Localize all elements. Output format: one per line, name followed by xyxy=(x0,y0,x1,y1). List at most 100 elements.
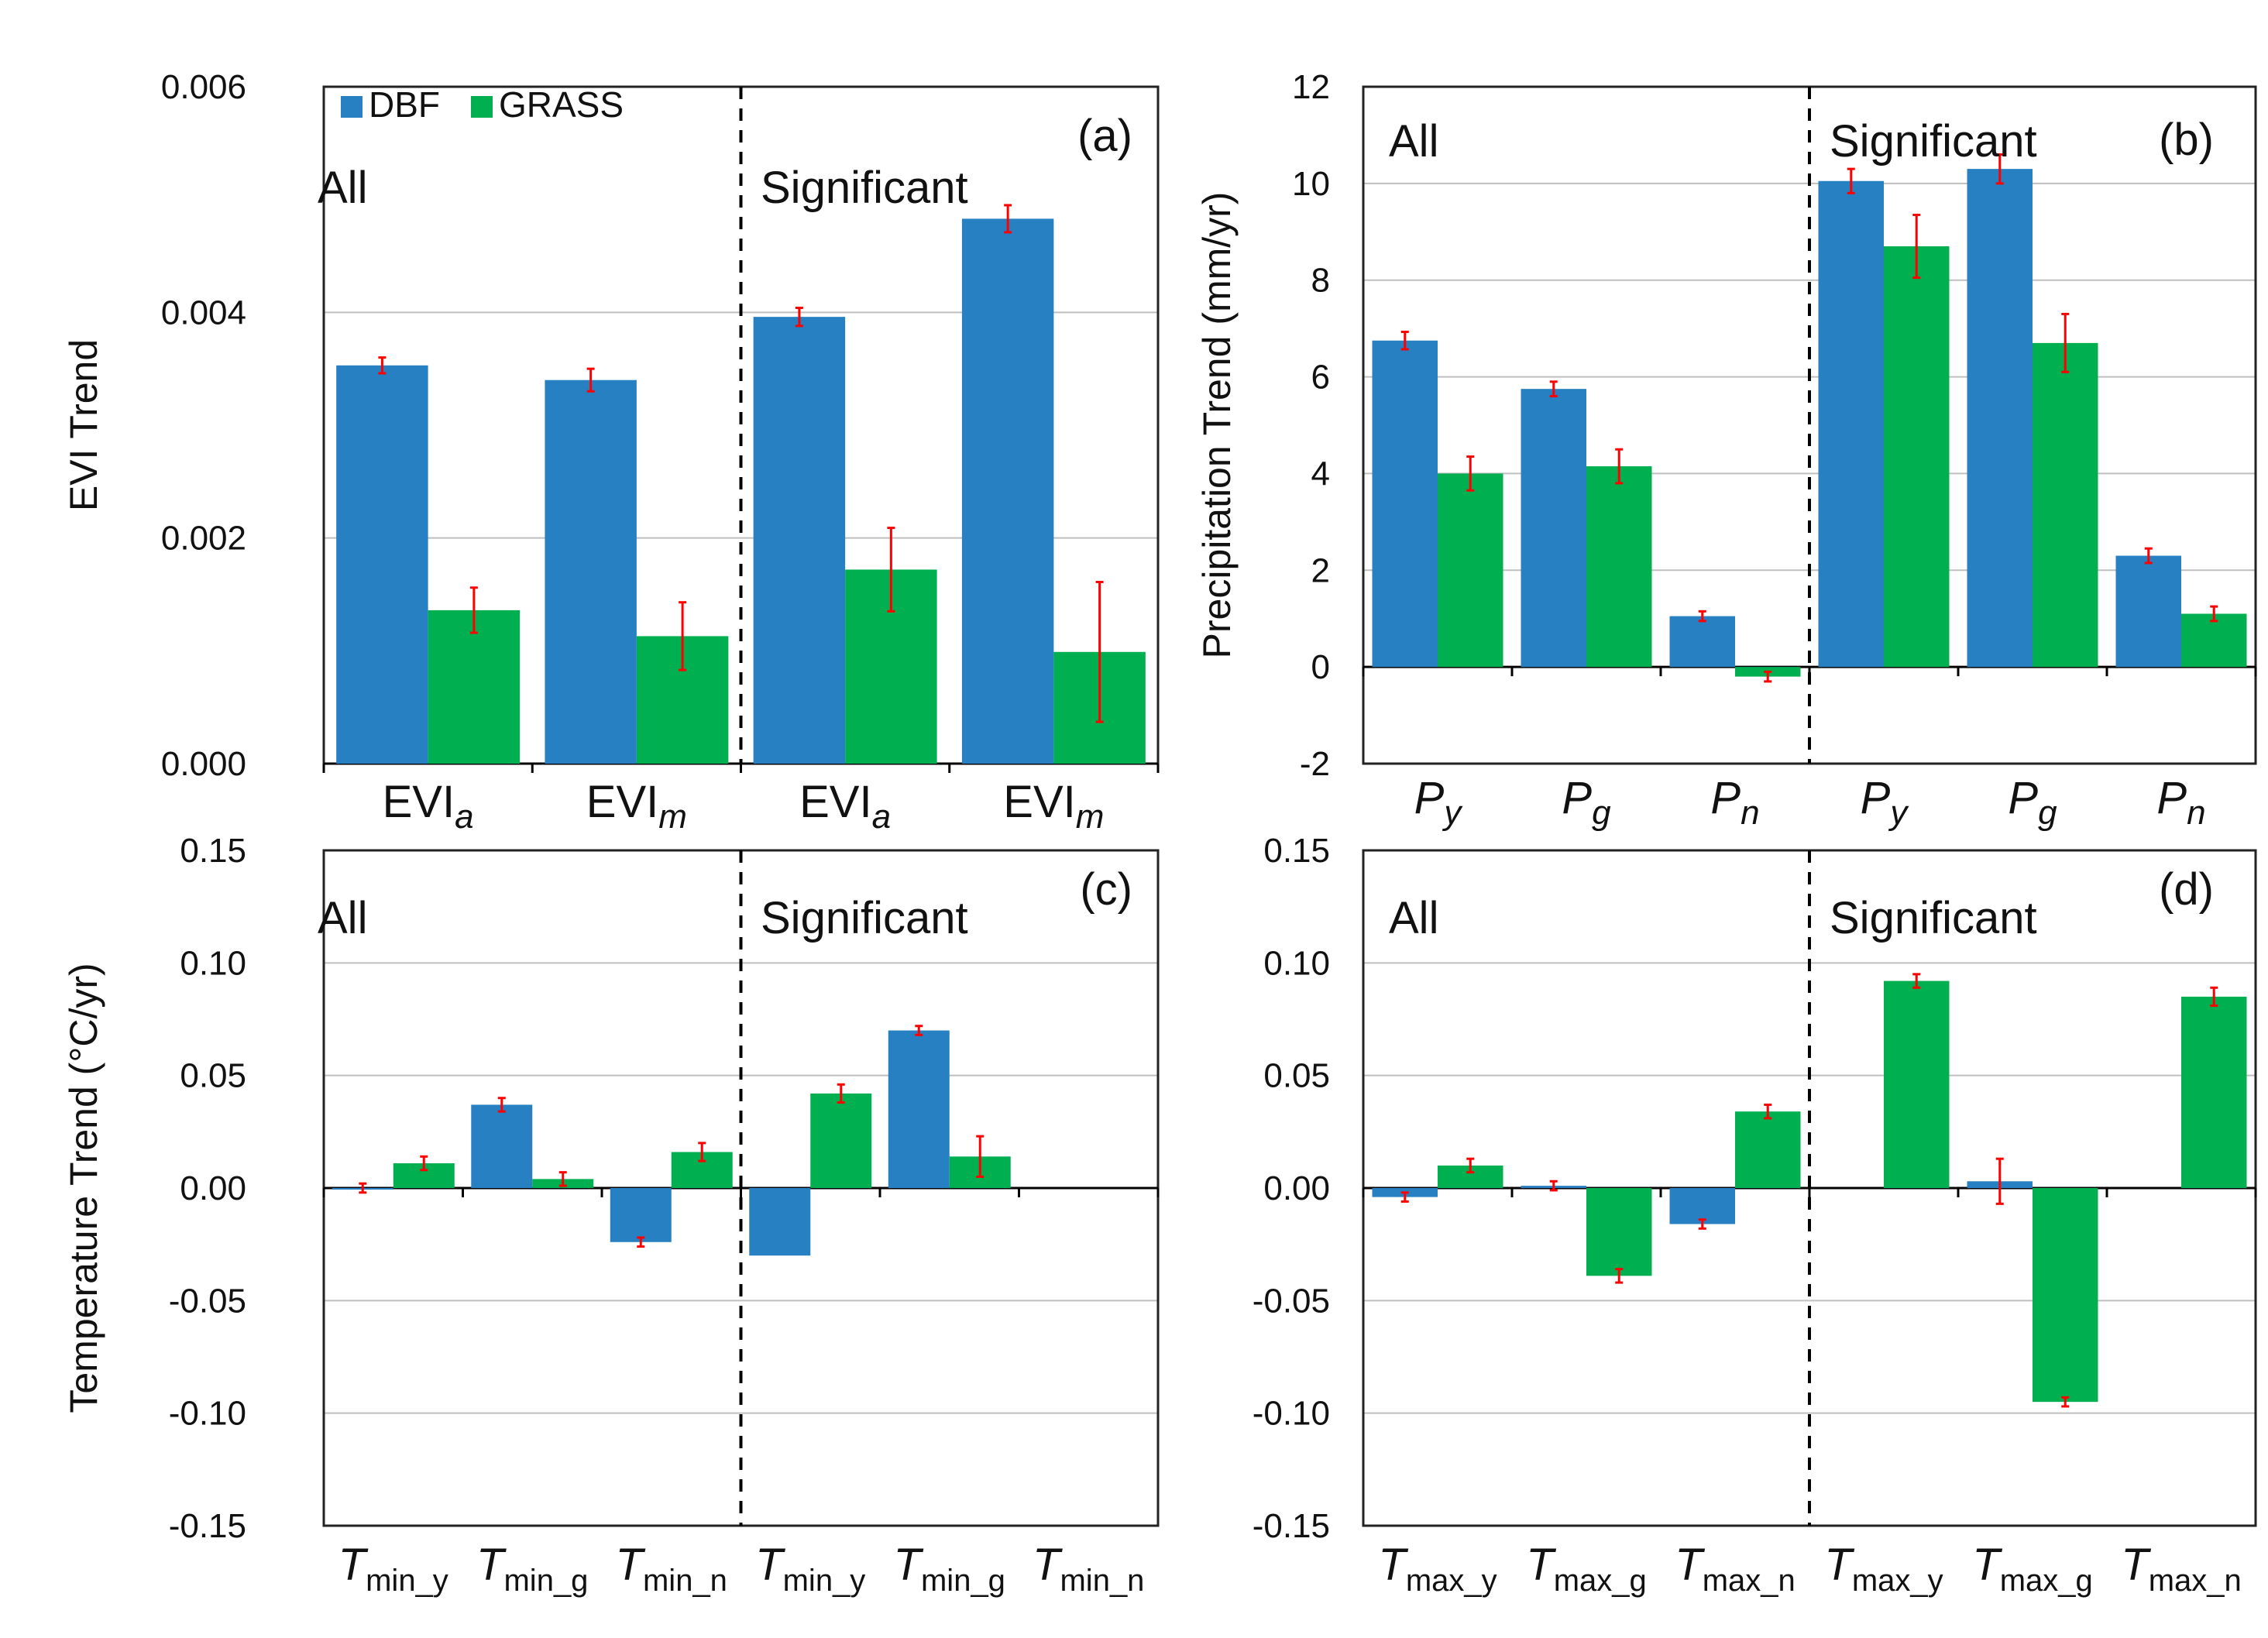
y-tick-label: 0.15 xyxy=(180,832,246,870)
y-tick-label: 0.006 xyxy=(161,68,246,106)
y-tick-label: 12 xyxy=(1292,68,1330,106)
y-tick-label: 10 xyxy=(1292,165,1330,203)
bar-grass xyxy=(1586,1188,1652,1276)
category-label: Tmax_g xyxy=(1526,1540,1647,1598)
bar-dbf xyxy=(1669,616,1735,668)
y-axis-label: Temperature Trend (°C/yr) xyxy=(62,963,105,1413)
group-label-all: All xyxy=(318,163,367,213)
y-tick-label: -0.05 xyxy=(169,1282,246,1320)
category-label: Tmin_g xyxy=(894,1540,1005,1598)
y-tick-label: 0.10 xyxy=(1263,944,1330,982)
category-label: Tmin_y xyxy=(338,1540,448,1598)
category-label: EVIm xyxy=(586,777,687,836)
y-tick-label: -0.05 xyxy=(1253,1282,1330,1320)
y-tick-label: 0.10 xyxy=(180,944,246,982)
panel-d: -0.15 -0.10 -0.05 0.00 0.05 0.10 0.15 Tmax_y Tma… xyxy=(1253,832,2257,1598)
y-tick-label: 0.05 xyxy=(1263,1057,1330,1095)
bar-grass xyxy=(2181,996,2247,1188)
y-tick-label: -0.10 xyxy=(169,1395,246,1433)
panel-tag: (d) xyxy=(2159,864,2214,915)
bar-grass xyxy=(2181,613,2247,668)
category-label: Tmin_y xyxy=(755,1540,865,1598)
category-label: Pg xyxy=(1562,773,1611,832)
y-tick-label: 0.00 xyxy=(1263,1169,1330,1207)
category-label: Tmin_n xyxy=(1033,1540,1144,1598)
bar-grass xyxy=(2033,342,2098,668)
category-label: Tmax_y xyxy=(1378,1540,1497,1598)
group-label-significant: Significant xyxy=(761,163,968,213)
bar-dbf xyxy=(753,317,846,764)
legend: DBF GRASS xyxy=(341,84,624,125)
legend-label-grass: GRASS xyxy=(499,84,624,125)
y-tick-label: 0 xyxy=(1311,648,1330,686)
category-label: Pg xyxy=(2008,773,2057,832)
bar-dbf xyxy=(1818,180,1884,668)
y-tick-label: 0.000 xyxy=(161,745,246,783)
bar-dbf xyxy=(2115,555,2181,668)
y-tick-label: 0.15 xyxy=(1263,832,1330,870)
category-label: Py xyxy=(1861,773,1910,832)
panel-tag: (a) xyxy=(1077,111,1132,161)
y-tick-label: 0.002 xyxy=(161,520,246,558)
y-tick-label: 0.05 xyxy=(180,1057,246,1095)
bar-grass xyxy=(1884,246,1950,668)
category-label: EVIm xyxy=(1003,777,1104,836)
category-label: Pn xyxy=(1710,773,1759,832)
group-label-significant: Significant xyxy=(1830,893,2037,943)
bar-dbf xyxy=(1669,1188,1735,1224)
group-label-significant: Significant xyxy=(1830,116,2037,167)
bar-dbf xyxy=(336,365,428,764)
category-label: Tmax_n xyxy=(2121,1540,2242,1598)
bar-dbf xyxy=(1372,340,1438,668)
panel-c: -0.15 -0.10 -0.05 0.00 0.05 0.10 0.15 Tmin_y Tmi… xyxy=(62,832,1160,1598)
panel-b: -2 0 2 4 6 8 10 12 Py Pg Pn Py Pg Pn (b) All Significant… xyxy=(1195,68,2257,832)
y-tick-label: 8 xyxy=(1311,262,1330,300)
bar-grass xyxy=(428,610,521,764)
y-tick-label: 4 xyxy=(1311,455,1330,493)
category-label: Tmin_g xyxy=(476,1540,588,1598)
category-label: Tmax_g xyxy=(1972,1540,2093,1598)
category-label: Pn xyxy=(2156,773,2205,832)
bar-grass xyxy=(1735,1111,1801,1188)
bar-grass xyxy=(1884,980,1950,1188)
bar-dbf xyxy=(610,1188,672,1242)
y-tick-label: 0.004 xyxy=(161,294,246,331)
y-tick-label: -0.10 xyxy=(1253,1395,1330,1433)
panel-tag: (b) xyxy=(2159,115,2214,165)
bar-dbf xyxy=(749,1188,811,1256)
panel-tag: (c) xyxy=(1080,864,1132,915)
y-tick-label: 0.00 xyxy=(180,1169,246,1207)
group-label-significant: Significant xyxy=(761,893,968,943)
category-label: Py xyxy=(1414,773,1464,832)
category-label: Tmax_y xyxy=(1824,1540,1943,1598)
group-label-all: All xyxy=(318,893,367,943)
legend-swatch-grass xyxy=(471,96,493,118)
legend-label-dbf: DBF xyxy=(369,84,440,125)
bar-grass xyxy=(1438,473,1503,668)
category-label: EVIa xyxy=(799,777,891,836)
y-tick-label: 6 xyxy=(1311,359,1330,397)
category-label: Tmin_n xyxy=(616,1540,727,1598)
bar-grass xyxy=(1586,466,1652,668)
y-axis-label: Precipitation Trend (mm/yr) xyxy=(1195,192,1239,659)
group-label-all: All xyxy=(1389,893,1438,943)
y-tick-label: 2 xyxy=(1311,551,1330,589)
bar-grass xyxy=(2033,1188,2098,1403)
group-label-all: All xyxy=(1389,116,1438,167)
bar-dbf xyxy=(961,218,1054,764)
panel-a: 0.000 0.002 0.004 0.006 EVIa EVIm EVIa EVIm (a) A… xyxy=(62,68,1160,836)
bar-dbf xyxy=(545,379,637,764)
category-label: EVIa xyxy=(383,777,474,836)
bar-dbf xyxy=(1521,389,1586,668)
bar-grass xyxy=(810,1093,872,1188)
bar-dbf xyxy=(888,1030,950,1188)
y-tick-label: -0.15 xyxy=(1253,1507,1330,1545)
y-axis-label: EVI Trend xyxy=(62,339,105,511)
bar-dbf xyxy=(1967,169,2033,668)
legend-swatch-dbf xyxy=(341,96,363,118)
y-tick-label: -2 xyxy=(1300,745,1330,783)
category-label: Tmax_n xyxy=(1675,1540,1796,1598)
y-tick-label: -0.15 xyxy=(169,1507,246,1545)
bar-dbf xyxy=(471,1104,533,1188)
